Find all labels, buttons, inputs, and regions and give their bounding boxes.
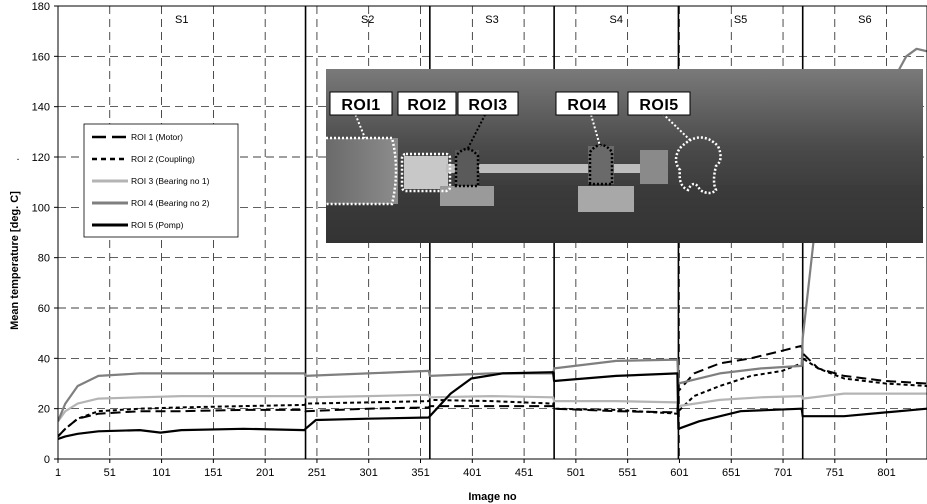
bearing-1-base	[440, 186, 494, 206]
roi4-outline	[588, 143, 614, 186]
y-tick-label: 140	[32, 102, 50, 114]
roi-label-box	[397, 91, 457, 116]
series-line-roi-3	[58, 392, 927, 422]
x-tick-label: 51	[104, 467, 116, 479]
legend-label: ROI 3 (Bearing no 1)	[131, 176, 210, 186]
roi-label-box	[555, 91, 619, 116]
legend-label: ROI 1 (Motor)	[131, 132, 183, 142]
legend: ROI 1 (Motor) ROI 2 (Coupling) ROI 3 (Bear…	[83, 123, 239, 238]
x-tick-label: 1	[55, 467, 61, 479]
x-tick-label: 601	[670, 467, 688, 479]
roi-label-text: ROI2	[407, 97, 446, 114]
roi3-pointer	[466, 110, 488, 151]
stage-label: S2	[361, 14, 374, 26]
x-axis-title: Image no	[468, 491, 517, 503]
roi-label-text: ROI1	[341, 97, 380, 114]
y-axis-marker: .	[16, 151, 19, 163]
x-tick-label: 151	[204, 467, 222, 479]
y-tick-label: 180	[32, 1, 50, 13]
x-tick-label: 451	[515, 467, 533, 479]
x-tick-label: 251	[308, 467, 326, 479]
x-tick-label: 551	[618, 467, 636, 479]
roi2-outline	[400, 152, 452, 193]
stage-label: S5	[734, 14, 747, 26]
x-tick-label: 101	[152, 467, 170, 479]
roi-label-text: ROI3	[468, 97, 507, 114]
series-line-roi-1	[58, 344, 927, 438]
legend-label: ROI 4 (Bearing no 2)	[131, 198, 210, 208]
y-tick-label: 0	[44, 454, 50, 466]
roi-label-box	[627, 91, 691, 116]
y-tick-label: 40	[38, 353, 50, 365]
x-tick-label: 751	[826, 467, 844, 479]
x-tick-label: 401	[463, 467, 481, 479]
y-tick-label: 80	[38, 253, 50, 265]
bearing-2-base	[578, 186, 634, 212]
roi-label-text: ROI4	[567, 97, 606, 114]
y-tick-label: 20	[38, 404, 50, 416]
legend-label: ROI 2 (Coupling)	[131, 154, 195, 164]
stage-label: S6	[858, 14, 871, 26]
roi5-outline	[674, 136, 722, 195]
x-tick-label: 351	[411, 467, 429, 479]
roi-label-box	[329, 91, 393, 116]
coupling-shape	[404, 156, 448, 189]
motor-shape	[326, 138, 398, 204]
x-tick-label: 301	[360, 467, 378, 479]
x-tick-label: 651	[722, 467, 740, 479]
stage-label: S3	[485, 14, 498, 26]
x-tick-label: 501	[567, 467, 585, 479]
thermal-image-inset: ROI1 ROI2 ROI3 ROI4 ROI5	[326, 69, 923, 243]
x-tick-label: 801	[877, 467, 895, 479]
y-tick-label: 60	[38, 303, 50, 315]
y-tick-label: 120	[32, 152, 50, 164]
x-tick-label: 701	[774, 467, 792, 479]
plot-frame	[57, 5, 927, 460]
y-tick-label: 100	[32, 202, 50, 214]
bearing-1-shape	[455, 150, 479, 186]
x-tick-label: 201	[256, 467, 274, 479]
stage-label: S1	[175, 14, 188, 26]
stage-label: S4	[610, 14, 623, 26]
y-tick-label: 160	[32, 51, 50, 63]
pump-coupling-shape	[640, 150, 668, 184]
shaft-shape	[446, 164, 666, 173]
roi3-outline	[454, 147, 480, 188]
roi5-pointer	[659, 110, 691, 141]
roi-label-box	[457, 91, 519, 116]
legend-label: ROI 5 (Pomp)	[131, 220, 184, 230]
roi-label-text: ROI5	[639, 97, 678, 114]
y-axis-title: Mean temperature [deg. C]	[9, 191, 21, 330]
bearing-2-shape	[588, 146, 614, 184]
series-line-roi-5	[58, 371, 927, 440]
